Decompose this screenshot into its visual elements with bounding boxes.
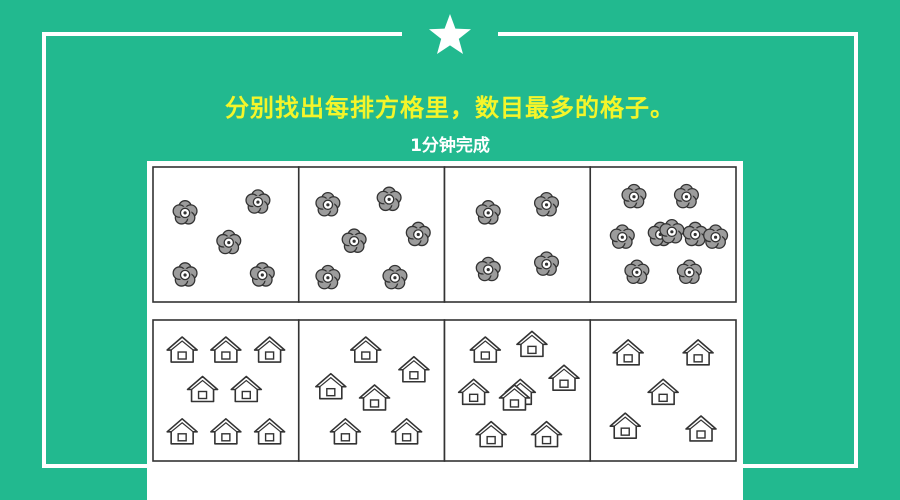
house-icon xyxy=(498,384,531,411)
frame-right xyxy=(854,32,858,468)
flower-icon xyxy=(341,228,367,253)
flower-icon xyxy=(382,264,408,290)
flower-icon xyxy=(315,264,341,290)
house-icon xyxy=(469,336,502,363)
flower-icon xyxy=(216,229,242,255)
house-icon xyxy=(475,420,507,448)
puzzle-cell[interactable] xyxy=(152,319,300,462)
puzzle-cell[interactable] xyxy=(297,166,446,303)
cell-border xyxy=(443,166,592,303)
house-icon xyxy=(329,417,362,445)
house-icon xyxy=(253,417,286,445)
flower-icon xyxy=(533,191,560,217)
puzzle-row xyxy=(152,166,737,303)
house-icon xyxy=(166,336,198,363)
flower-icon xyxy=(624,259,650,285)
flower-icon xyxy=(682,221,708,247)
house-icon xyxy=(315,372,347,400)
flower-icon xyxy=(703,224,729,249)
house-icon xyxy=(530,420,563,448)
flower-icon xyxy=(609,224,635,249)
flower-icon xyxy=(533,251,560,276)
puzzle-cell[interactable] xyxy=(589,319,737,462)
house-icon xyxy=(210,417,242,445)
house-icon xyxy=(186,375,219,403)
flower-icon xyxy=(475,256,501,282)
puzzle-row xyxy=(152,319,737,462)
frame-top-left xyxy=(42,32,402,36)
house-icon xyxy=(398,355,430,383)
house-icon xyxy=(609,412,642,439)
house-icon xyxy=(358,384,391,411)
house-icon xyxy=(612,339,644,366)
house-icon xyxy=(516,330,548,358)
house-icon xyxy=(230,375,263,403)
house-icon xyxy=(390,417,423,445)
puzzle-cell[interactable] xyxy=(443,319,592,462)
house-icon xyxy=(166,417,198,445)
flower-icon xyxy=(245,189,271,214)
flower-icon xyxy=(475,200,501,225)
puzzle-cell[interactable] xyxy=(297,319,446,462)
house-icon xyxy=(647,378,679,406)
frame-top-right xyxy=(498,32,858,36)
puzzle-cell[interactable] xyxy=(589,166,737,303)
flower-icon xyxy=(621,183,647,209)
house-icon xyxy=(457,378,490,406)
house-icon xyxy=(548,364,580,392)
flower-icon xyxy=(659,218,685,244)
flower-icon xyxy=(172,200,198,225)
flower-icon xyxy=(676,259,702,285)
house-icon xyxy=(682,339,714,366)
star-icon xyxy=(429,14,471,54)
page-subtitle: 1分钟完成 xyxy=(410,136,490,156)
puzzle-cell[interactable] xyxy=(443,166,592,303)
flower-icon xyxy=(172,262,198,287)
puzzle-grid xyxy=(152,166,737,462)
flower-icon xyxy=(376,186,402,212)
frame-left xyxy=(42,32,46,468)
page-title: 分别找出每排方格里，数目最多的格子。 xyxy=(225,94,675,122)
house-icon xyxy=(253,336,286,363)
house-icon xyxy=(349,336,382,363)
flower-icon xyxy=(673,183,700,209)
house-icon xyxy=(210,336,242,363)
puzzle-sheet xyxy=(147,161,743,500)
flower-icon xyxy=(249,262,275,287)
flower-icon xyxy=(315,191,341,217)
flower-icon xyxy=(405,221,431,247)
house-icon xyxy=(685,415,717,442)
puzzle-cell[interactable] xyxy=(152,166,300,303)
